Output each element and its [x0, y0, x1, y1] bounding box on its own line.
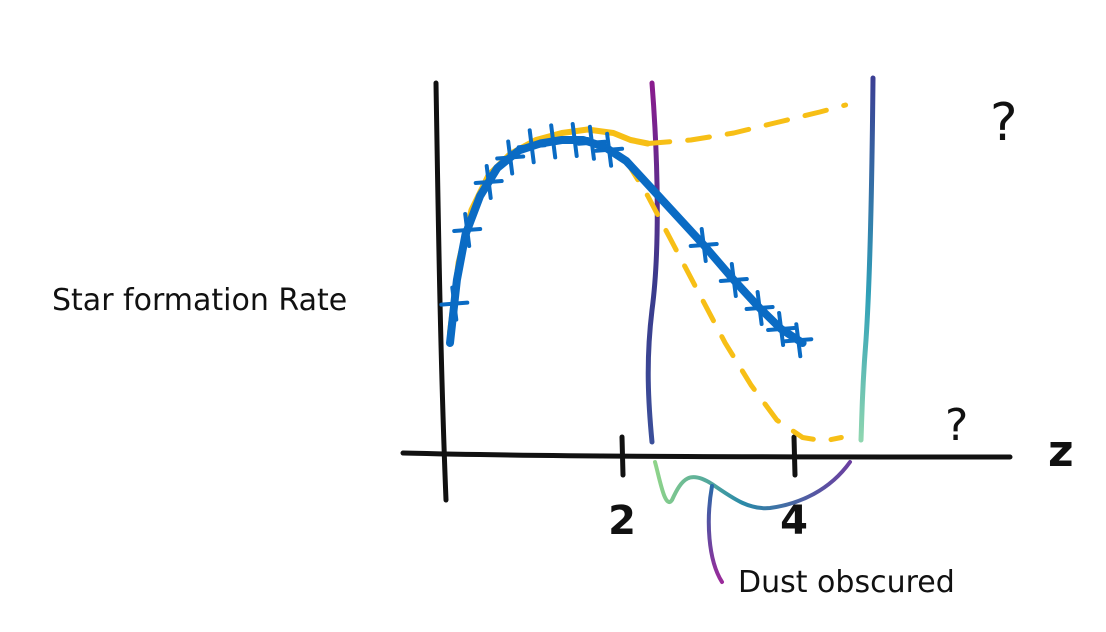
- series-line-0: [446, 136, 807, 347]
- series-0-marker: [473, 164, 504, 200]
- x-tick-label-2: 2: [608, 498, 636, 544]
- series-0-marker: [718, 262, 749, 298]
- series-0-marker: [559, 122, 590, 158]
- series-0-marker: [576, 124, 607, 161]
- dust-obscured-label: Dust obscured: [738, 565, 955, 600]
- series-line-3: [623, 158, 844, 444]
- dust-brace: [653, 460, 852, 511]
- series-0-marker: [516, 128, 547, 165]
- series-0-marker: [495, 139, 526, 176]
- series-line-2: [645, 102, 849, 146]
- series-0-marker: [594, 131, 625, 168]
- y-axis-label: Star formation Rate: [52, 283, 347, 318]
- series-0-marker: [783, 322, 814, 359]
- dust-boundary-left: [645, 80, 660, 445]
- dust-boundary-right: [858, 75, 876, 443]
- dashed-high-question-mark: ?: [990, 93, 1018, 153]
- series-0-marker: [744, 290, 775, 326]
- series-0-marker: [439, 285, 470, 322]
- series-0-marker: [766, 311, 797, 347]
- series-0-marker: [688, 227, 719, 263]
- dust-brace-stem: [706, 484, 724, 584]
- dashed-low-question-mark: ?: [945, 400, 968, 451]
- y-axis: [433, 80, 449, 503]
- x-axis: [400, 450, 1013, 460]
- series-0-marker: [452, 211, 483, 248]
- x-axis-label: z: [1048, 426, 1074, 477]
- x-tick-2: [619, 434, 626, 478]
- x-tick-4: [791, 434, 798, 478]
